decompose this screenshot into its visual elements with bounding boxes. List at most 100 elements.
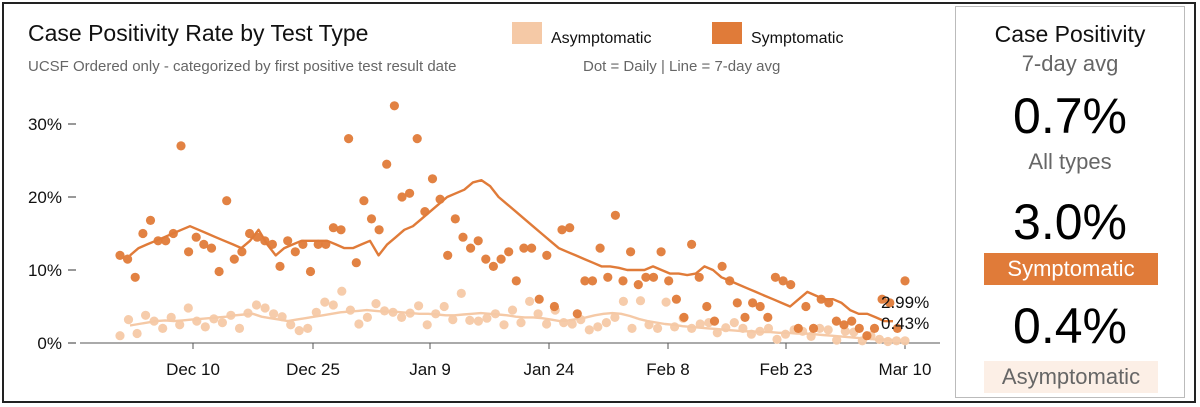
symptomatic-daily-point	[572, 309, 582, 319]
x-tick-label: Dec 10	[166, 360, 220, 379]
symptomatic-daily-point	[557, 225, 567, 235]
symptomatic-daily-point	[542, 250, 552, 260]
x-tick-label: Dec 25	[286, 360, 340, 379]
symptomatic-daily-point	[336, 225, 346, 235]
symptomatic-daily-point	[130, 272, 140, 282]
symptomatic-daily-point	[275, 261, 285, 271]
symptomatic-daily-point	[412, 134, 422, 144]
asymptomatic-daily-point	[584, 325, 594, 335]
symptomatic-daily-point	[427, 174, 438, 184]
x-tick-label: Feb 8	[646, 360, 689, 379]
symptomatic-daily-point	[633, 280, 643, 290]
symptomatic-daily-point	[458, 232, 468, 242]
symptomatic-daily-point	[466, 243, 476, 253]
symptomatic-daily-point	[610, 210, 621, 220]
chart-subtitle: UCSF Ordered only - categorized by first…	[28, 58, 457, 75]
asymptomatic-daily-point	[422, 320, 432, 330]
symptomatic-daily-point	[839, 320, 849, 330]
asymptomatic-value: 0.4%	[1013, 298, 1127, 354]
asymptomatic-tag: Asymptomatic	[984, 361, 1158, 393]
asymptomatic-daily-point	[712, 328, 722, 338]
asymptomatic-daily-point	[729, 318, 739, 328]
asymptomatic-daily-point	[311, 307, 321, 317]
symptomatic-daily-point	[869, 323, 880, 333]
symptomatic-daily-point	[229, 254, 239, 264]
symptomatic-daily-point	[397, 192, 407, 202]
symptomatic-daily-point	[801, 301, 811, 312]
symptomatic-daily-point	[763, 312, 773, 322]
symptomatic-daily-point	[199, 239, 209, 249]
symptomatic-daily-point	[770, 272, 781, 282]
symptomatic-daily-point	[206, 243, 217, 253]
asymptomatic-daily-point	[175, 320, 185, 330]
y-tick-label: 30%	[28, 115, 62, 134]
asymptomatic-daily-point	[328, 300, 338, 310]
symptomatic-daily-point	[732, 298, 742, 308]
chart-title: Case Positivity Rate by Test Type	[28, 20, 369, 46]
x-tick-label: Mar 10	[879, 360, 932, 379]
symptomatic-daily-point	[382, 159, 392, 169]
asymptomatic-daily-point	[635, 296, 646, 306]
symptomatic-daily-point	[892, 323, 903, 333]
asymptomatic-daily-point	[200, 322, 210, 332]
chart-note: Dot = Daily | Line = 7-day avg	[583, 58, 781, 75]
asymptomatic-daily-point	[337, 286, 347, 296]
symptomatic-daily-point	[603, 272, 613, 282]
x-tick-label: Jan 9	[409, 360, 451, 379]
symptomatic-daily-point	[626, 247, 636, 257]
asymptomatic-daily-point	[610, 312, 620, 322]
asymptomatic-daily-point	[516, 318, 526, 328]
symptomatic-daily-point	[450, 214, 460, 224]
symptomatic-daily-point	[359, 196, 369, 206]
asymptomatic-daily-point	[320, 297, 330, 307]
asymptomatic-daily-point	[217, 318, 227, 328]
symptomatic-daily-point	[123, 254, 133, 264]
x-tick-label: Jan 24	[523, 360, 574, 379]
asymptomatic-daily-point	[891, 336, 902, 346]
symptomatic-daily-point	[138, 228, 148, 239]
asymptomatic-daily-point	[397, 312, 407, 322]
legend-label-asymptomatic: Asymptomatic	[551, 30, 652, 47]
asymptomatic-daily-point	[234, 323, 245, 333]
symptomatic-daily-point	[694, 272, 704, 282]
asymptomatic-daily-point	[303, 323, 313, 333]
legend-label-symptomatic: Symptomatic	[751, 30, 844, 47]
symptomatic-daily-point	[793, 323, 803, 333]
symptomatic-daily-point	[290, 247, 300, 257]
symptomatic-daily-point	[115, 250, 125, 260]
symptomatic-daily-point	[473, 236, 483, 246]
symptomatic-daily-point	[687, 239, 697, 249]
all-types-label: All types	[1028, 149, 1112, 174]
asymptomatic-daily-point	[414, 301, 424, 311]
asymptomatic-daily-point	[823, 325, 833, 335]
asymptomatic-daily-point	[482, 313, 492, 323]
legend-swatch-symptomatic	[712, 22, 742, 44]
asymptomatic-daily-point	[900, 336, 910, 346]
symptomatic-daily-point	[191, 232, 201, 242]
asymptomatic-daily-point	[260, 303, 270, 313]
y-tick-label: 10%	[28, 261, 62, 280]
symptomatic-daily-point	[519, 243, 529, 253]
asymptomatic-daily-point	[627, 323, 637, 333]
asymptomatic-daily-point	[661, 297, 671, 307]
asymptomatic-daily-point	[448, 315, 458, 325]
symptomatic-daily-point	[679, 312, 689, 322]
symptomatic-daily-point	[504, 247, 514, 257]
symptomatic-daily-point	[862, 331, 872, 341]
symptomatic-daily-point	[854, 323, 864, 333]
symptomatic-daily-point	[389, 101, 399, 111]
asymptomatic-daily-point	[618, 296, 629, 306]
symptomatic-daily-point	[755, 301, 765, 312]
asymptomatic-daily-point	[525, 296, 535, 306]
symptomatic-tag: Symptomatic	[984, 253, 1158, 285]
symptomatic-daily-point	[176, 141, 186, 151]
symptomatic-daily-point	[222, 196, 232, 206]
symptomatic-daily-point	[877, 294, 887, 304]
legend-swatch-asymptomatic	[512, 22, 542, 44]
symptomatic-daily-point	[496, 254, 506, 264]
symptomatic-daily-point	[808, 323, 819, 333]
symptomatic-daily-point	[847, 316, 857, 326]
asymptomatic-daily-point	[132, 328, 142, 339]
asymptomatic-daily-point	[653, 323, 663, 333]
asymptomatic-daily-point	[269, 309, 279, 319]
